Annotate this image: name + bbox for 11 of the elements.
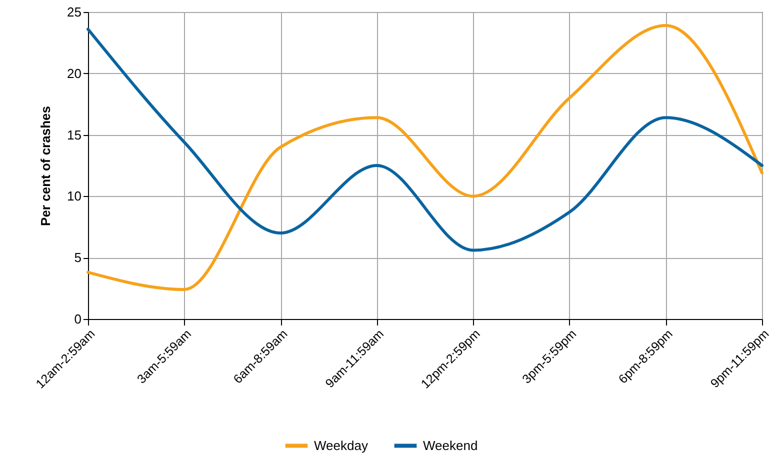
y-tick-label: 5 [74,250,82,266]
y-axis-title: Per cent of crashes [38,106,54,226]
y-tick-label: 25 [67,4,82,20]
y-tick-label: 0 [74,312,82,326]
y-tick-label: 15 [67,127,82,142]
y-tick-label: 20 [67,66,82,81]
legend-label: Weekend [423,438,478,453]
legend-label: Weekday [314,438,368,453]
line-series [86,24,764,292]
line-series [86,28,764,252]
y-tick-label: 10 [67,188,82,204]
